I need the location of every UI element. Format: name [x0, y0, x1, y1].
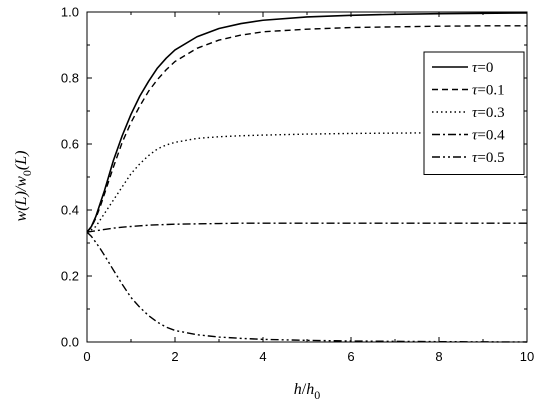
x-label-main: h [294, 381, 302, 398]
y-tick-label: 0.8 [61, 71, 79, 86]
legend-label-4: τ=0.5 [472, 150, 505, 166]
legend-label-1: τ=0.1 [472, 83, 505, 99]
x-tick-label: 0 [83, 349, 90, 364]
y-tick-label: 0.6 [61, 137, 79, 152]
y-label-part1: w(L)/w [13, 176, 30, 222]
y-tick-label: 0.2 [61, 269, 79, 284]
y-label-sub: 0 [20, 170, 34, 176]
y-tick-label: 0.0 [61, 335, 79, 350]
x-label-slash: / [302, 381, 307, 398]
legend-label-0: τ=0 [472, 60, 493, 76]
x-tick-label: 10 [520, 349, 534, 364]
series-line-3 [86, 222, 527, 233]
x-label-sub: 0 [314, 388, 320, 402]
series-line-1 [86, 25, 527, 233]
x-tick-label: 6 [347, 349, 354, 364]
y-tick-label: 1.0 [61, 5, 79, 20]
legend-label-2: τ=0.3 [472, 105, 505, 121]
x-tick-label: 4 [259, 349, 266, 364]
y-label-part2: (L) [13, 151, 30, 171]
x-label-base: h [306, 381, 314, 398]
series-line-0 [86, 12, 528, 233]
x-tick-label: 2 [171, 349, 178, 364]
x-axis-label: h/h0 [294, 381, 320, 402]
y-axis-label: w(L)/w0(L) [13, 151, 34, 222]
legend-label-3: τ=0.4 [472, 128, 505, 144]
legend-box [423, 51, 525, 175]
x-tick-label: 8 [435, 349, 442, 364]
series-line-4 [86, 231, 528, 343]
legend: τ=0 τ=0.1 τ=0.3 τ=0.4 τ=0.5 [423, 51, 525, 175]
axis-ticks: 0 2 4 6 8 10 0.0 0.2 0.4 0.6 0.8 1.0 [61, 5, 534, 365]
series-group [86, 12, 528, 343]
y-tick-label: 0.4 [61, 203, 79, 218]
